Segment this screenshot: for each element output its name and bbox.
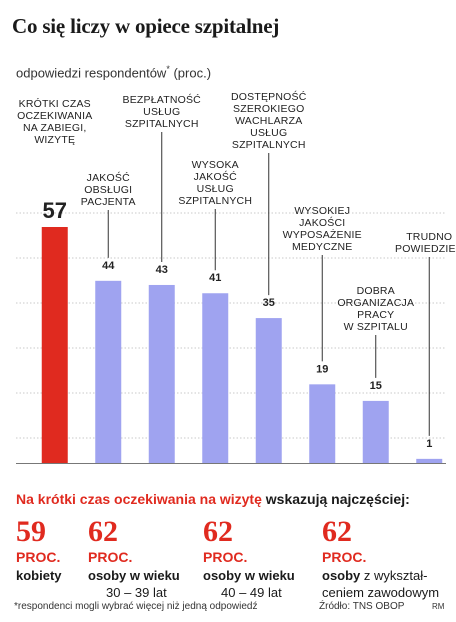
category-label: JAKOŚĆ (87, 171, 130, 184)
stat-block: 62 PROC. osoby w wieku 30 – 39 lat (88, 517, 180, 601)
category-label: DOSTĘPNOŚĆ (231, 90, 307, 103)
stat-desc: osoby w wieku 40 – 49 lat (203, 567, 295, 601)
stat-desc-rest: z wykształ- (360, 568, 428, 583)
bar (362, 400, 389, 463)
stat-desc-bold: osoby w wieku (203, 568, 295, 583)
category-label: BEZPŁATNOŚĆ (123, 93, 202, 106)
bars (41, 227, 443, 463)
leader-lines (107, 132, 430, 436)
value-label: 15 (370, 380, 382, 392)
value-labels: 57 44 43 41 35 19 15 1 (43, 198, 433, 450)
stat-value: 59 (16, 515, 46, 548)
category-label: USŁUG (197, 183, 234, 195)
bar (255, 318, 282, 463)
stat-value: 62 (203, 515, 233, 548)
stat-unit: PROC. (322, 549, 367, 565)
bar (416, 458, 443, 463)
value-label: 57 (43, 198, 67, 223)
gridlines (16, 212, 446, 464)
stat-desc: osoby z wykształ-ceniem zawodowym (322, 567, 439, 601)
author-credit: RM (432, 602, 445, 611)
value-label: 44 (102, 260, 115, 272)
category-label: TRUDNO (406, 231, 452, 243)
category-label: OCZEKIWANIA (17, 110, 92, 122)
stat-block: 62 PROC. osoby w wieku 40 – 49 lat (203, 517, 295, 601)
subtitle-unit: (proc.) (173, 65, 212, 81)
value-label: 1 (426, 438, 432, 450)
category-label: JAKOŚCI (299, 216, 345, 229)
category-label: ORGANIZACJA (337, 297, 414, 309)
stat-block: 59 PROC. kobiety (16, 517, 62, 584)
stat-desc-line2: ceniem zawodowym (322, 585, 440, 600)
category-label: WIZYTĘ (34, 134, 75, 146)
category-label: SZEROKIEGO (233, 103, 304, 115)
stat-desc-bold: osoby (322, 568, 361, 583)
stat-block: 62 PROC. osoby z wykształ-ceniem zawodow… (322, 517, 439, 601)
category-label: NA ZABIEGI, (23, 122, 86, 134)
highlight-black-text: wskazują najczęściej: (265, 491, 410, 507)
bar (202, 293, 229, 463)
category-label: MEDYCZNE (292, 241, 353, 253)
highlight-red-text: Na krótki czas oczekiwania na wizytę (16, 491, 262, 507)
category-label: DOBRA (357, 285, 395, 297)
category-label: WYPOSAŻENIE (283, 228, 362, 241)
category-label: SZPITALNYCH (178, 195, 252, 207)
category-label: JAKOŚĆ (194, 170, 237, 183)
bar (148, 284, 175, 463)
stat-unit: PROC. (88, 549, 133, 565)
stat-desc-line2: 30 – 39 lat (106, 585, 167, 600)
stat-value: 62 (322, 515, 352, 548)
category-label: SZPITALNYCH (232, 139, 306, 151)
stat-unit: PROC. (203, 549, 248, 565)
bar (95, 280, 122, 463)
stat-desc-bold: osoby w wieku (88, 568, 180, 583)
stat-unit: PROC. (16, 549, 61, 565)
stat-desc-line2: 40 – 49 lat (221, 585, 282, 600)
category-label: W SZPITALU (344, 321, 408, 333)
subtitle-footnote-mark: * (166, 64, 170, 74)
value-label: 41 (209, 272, 221, 284)
stat-desc: kobiety (16, 567, 62, 584)
value-label: 19 (316, 363, 328, 375)
category-label: USŁUG (143, 106, 180, 118)
category-label: SZPITALNYCH (125, 118, 199, 130)
bar (41, 227, 68, 463)
subtitle-text: odpowiedzi respondentów (16, 65, 167, 81)
category-label: POWIEDZIEĆ (395, 242, 456, 255)
stat-value: 62 (88, 515, 118, 548)
footnote: *respondenci mogli wybrać więcej niż jed… (14, 601, 258, 612)
stat-desc-bold: kobiety (16, 568, 62, 583)
category-label: WYSOKA (192, 159, 239, 171)
source-note: Źródło: TNS OBOP (319, 601, 405, 612)
value-label: 43 (156, 264, 168, 276)
chart-title: Co się liczy w opiece szpitalnej (12, 14, 280, 38)
chart-subtitle: odpowiedzi respondentów* (proc.) (16, 64, 211, 80)
category-label: WACHLARZA (235, 115, 302, 127)
highlight-sentence: Na krótki czas oczekiwania na wizytę wsk… (16, 491, 410, 507)
category-label: PACJENTA (81, 196, 136, 208)
category-label: WYSOKIEJ (294, 205, 350, 217)
category-label: KRÓTKI CZAS (19, 97, 91, 110)
category-label: USŁUG (250, 127, 287, 139)
category-label: OBSŁUGI (84, 184, 132, 196)
value-label: 35 (263, 297, 275, 309)
stat-desc: osoby w wieku 30 – 39 lat (88, 567, 180, 601)
category-label: PRACY (357, 309, 394, 321)
bar (309, 384, 336, 463)
